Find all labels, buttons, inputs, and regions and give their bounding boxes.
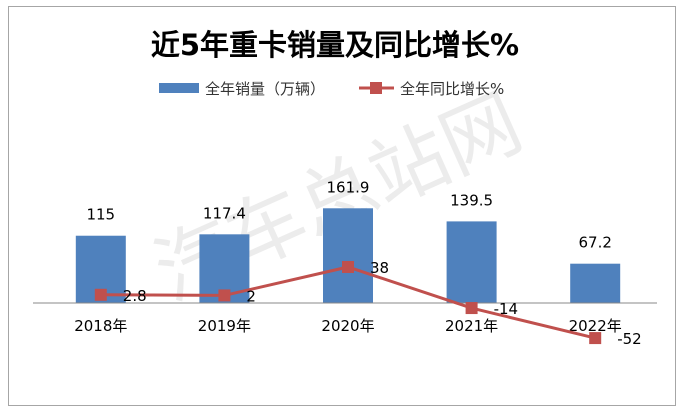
bar-2020年 bbox=[323, 208, 373, 303]
bar-2022年 bbox=[570, 263, 621, 303]
legend-label-growth: 全年同比增长% bbox=[400, 80, 504, 98]
growth-marker bbox=[465, 302, 478, 315]
x-tick-label: 2019年 bbox=[198, 317, 251, 335]
plot-area: 115 117.4 161.9 139.5 67.2 2018年 2019年 2020年 202… bbox=[33, 178, 657, 348]
bar-value-label: 117.4 bbox=[203, 204, 246, 222]
growth-value-label: 38 bbox=[370, 259, 389, 277]
x-tick-label: 2021年 bbox=[445, 317, 498, 335]
growth-value-label: 2 bbox=[246, 287, 256, 305]
x-tick-label: 2020年 bbox=[321, 317, 374, 335]
legend: 全年销量（万辆） 全年同比增长% bbox=[159, 80, 504, 98]
growth-marker bbox=[589, 332, 602, 345]
growth-value-label: -14 bbox=[494, 300, 518, 318]
bar-value-label: 161.9 bbox=[327, 178, 370, 196]
x-tick-label: 2018年 bbox=[74, 317, 127, 335]
bar-value-label: 139.5 bbox=[450, 191, 493, 209]
bar-2021年 bbox=[446, 221, 497, 303]
growth-marker bbox=[342, 260, 354, 273]
legend-label-sales: 全年销量（万辆） bbox=[205, 80, 325, 98]
chart-canvas: 汽车总站网 近5年重卡销量及同比增长% 全年销量（万辆） 全年同比增长% 115… bbox=[33, 28, 657, 348]
growth-marker bbox=[94, 288, 107, 301]
growth-value-label: -52 bbox=[617, 330, 642, 348]
growth-marker bbox=[218, 289, 231, 302]
bar-value-label: 115 bbox=[86, 206, 115, 224]
bar-value-label: 67.2 bbox=[578, 234, 611, 252]
growth-value-label: 2.8 bbox=[123, 287, 147, 305]
x-tick-label: 2022年 bbox=[569, 317, 622, 335]
chart-title: 近5年重卡销量及同比增长% bbox=[151, 28, 519, 62]
chart-frame: 汽车总站网 近5年重卡销量及同比增长% 全年销量（万辆） 全年同比增长% 115… bbox=[8, 6, 676, 406]
legend-swatch-sales bbox=[159, 83, 199, 93]
legend-marker-growth bbox=[370, 82, 382, 94]
